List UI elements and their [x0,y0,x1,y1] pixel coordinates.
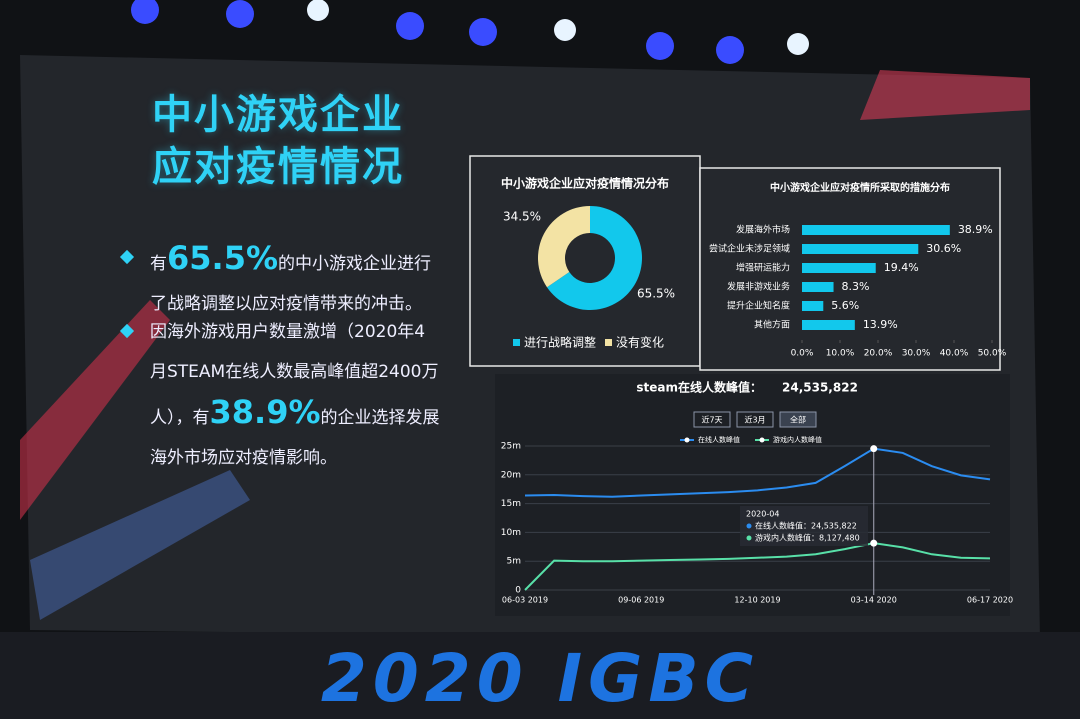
y-tick-label: 0 [515,586,521,596]
y-tick-label: 15m [501,499,521,509]
y-tick-label: 25m [501,442,521,452]
bullet: 因海外游戏用户数量激增（2020年4月STEAM在线人数最高峰值超2400万人）… [150,312,440,478]
pie-slice [538,206,590,288]
value-label: 8.3% [842,280,870,293]
legend-dot [684,437,690,443]
value-label: 30.6% [926,242,961,255]
tooltip-dot [746,523,752,529]
legend-label: 在线人数峰值 [698,435,740,444]
x-tick-label: 30.0% [902,349,931,359]
panel [469,155,701,367]
slide-title: 中小游戏企业 [152,92,404,138]
decor [20,300,170,520]
legend-dot [759,437,765,443]
value-label: 19.4% [884,261,919,274]
tooltip-line: 游戏内人数峰值：8,127,480 [755,533,860,543]
bar [802,263,876,273]
tooltip-title: 2020-04 [746,510,779,519]
x-tick-label: 50.0% [978,349,1007,359]
button[interactable] [736,411,774,428]
y-tick-label: 发展非游戏业务 [727,281,790,293]
x-tick-label: 12-10 2019 [734,596,780,605]
bar [802,244,919,254]
legend-label: 没有变化 [616,335,664,350]
legend-label: 进行战略调整 [524,335,596,350]
tooltip-dot [746,535,752,541]
button[interactable] [693,411,731,428]
value-label: 65.5% [637,287,675,301]
bar [802,282,834,292]
banner: 2020 IGBC [320,640,760,717]
series-line [524,542,991,591]
y-tick-label: 其他方面 [754,319,790,331]
bullet-text: 的中小游戏企业进行了战略调整以应对疫情带来的冲击。 [150,254,432,314]
tooltip-line: 在线人数峰值：24,535,822 [755,521,857,531]
bullet-text: 有 [150,254,167,274]
pie-slice [546,206,642,310]
chart-title: 中小游戏企业应对疫情所采取的措施分布 [770,181,950,194]
value-label: 34.5% [503,210,541,224]
button[interactable] [779,411,817,428]
button-label[interactable]: 近7天 [701,415,722,425]
slide-title: 应对疫情情况 [152,144,404,190]
x-tick-label: 09-06 2019 [618,596,664,605]
y-tick-label: 尝试企业未涉足领域 [709,243,790,255]
bar [802,225,950,235]
decor [30,470,250,620]
data-point [870,539,878,547]
x-tick-label: 10.0% [826,349,855,359]
chart-title: 中小游戏企业应对疫情情况分布 [501,176,669,191]
value-label: 5.6% [831,299,859,312]
y-tick-label: 20m [501,470,521,480]
chart-title: steam在线人数峰值： [636,380,762,395]
value-label: 13.9% [863,318,898,331]
x-tick-label: 20.0% [864,349,893,359]
button-label[interactable]: 全部 [790,415,806,425]
lights [131,0,809,64]
bullet-text: 的企业选择发展海外市场应对疫情影响。 [150,408,440,468]
bullet-text: 因海外游戏用户数量激增（2020年4月STEAM在线人数最高峰值超2400万人）… [150,322,439,428]
button-label[interactable]: 近3月 [744,415,765,425]
decor [860,70,1030,120]
legend-label: 游戏内人数峰值 [773,435,822,444]
x-tick-label: 06-17 2020 [967,596,1013,605]
data-point [870,445,878,453]
bullet-highlight: 38.9% [209,393,321,431]
value-label: 38.9% [958,223,993,236]
legend-swatch [605,339,612,346]
bullet-highlight: 65.5% [167,239,279,277]
panel [495,374,1010,616]
stage [0,632,1080,719]
y-tick-label: 发展海外市场 [736,224,790,236]
x-tick-label: 0.0% [791,349,814,359]
x-tick-label: 03-14 2020 [851,596,897,605]
series-line [524,447,991,498]
y-tick-label: 10m [501,528,521,538]
x-tick-label: 06-03 2019 [502,596,548,605]
y-tick-label: 5m [507,557,522,567]
bullet: 有65.5%的中小游戏企业进行了战略调整以应对疫情带来的冲击。 [150,238,440,324]
bar [802,301,824,311]
tooltip [740,506,868,546]
y-tick-label: 提升企业知名度 [727,300,790,312]
y-tick-label: 增强研运能力 [736,262,790,274]
annotation: 24,535,822 [782,381,858,395]
legend-swatch [513,339,520,346]
x-tick-label: 40.0% [940,349,969,359]
bar [802,320,855,330]
